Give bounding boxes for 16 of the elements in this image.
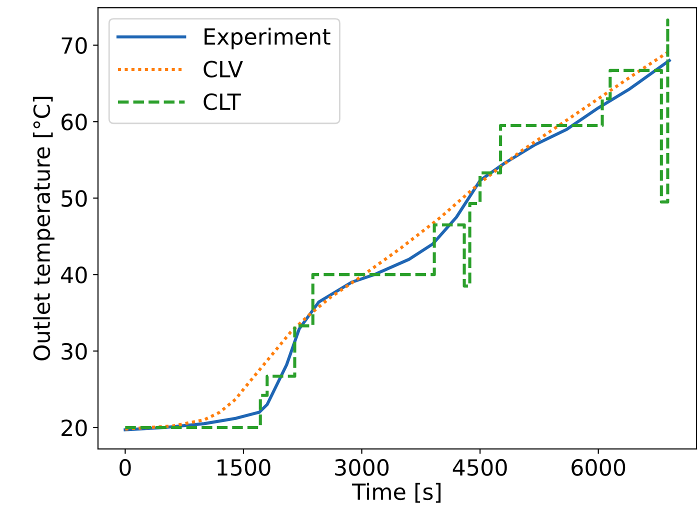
- x-axis-title: Time [s]: [352, 482, 441, 503]
- y-tick-label: 20: [62, 419, 87, 436]
- y-tick-label: 40: [61, 266, 87, 284]
- y-tick-label: 50: [62, 190, 87, 207]
- x-tick-label: 6000: [572, 459, 626, 476]
- x-tick-label: 1500: [218, 459, 270, 476]
- x-tick-label: 4500: [452, 459, 507, 476]
- y-tick-label: 70: [62, 37, 87, 54]
- x-tick-label: 0: [120, 459, 131, 476]
- legend-label: Experiment: [204, 28, 330, 50]
- y-tick-label: 60: [62, 114, 87, 130]
- legend-label: CLT: [204, 93, 241, 110]
- legend-label: CLV: [204, 60, 243, 78]
- y-axis-title: Outlet temperature [°C]: [32, 96, 54, 360]
- x-tick-label: 3000: [335, 459, 389, 476]
- y-tick-label: 30: [62, 343, 87, 360]
